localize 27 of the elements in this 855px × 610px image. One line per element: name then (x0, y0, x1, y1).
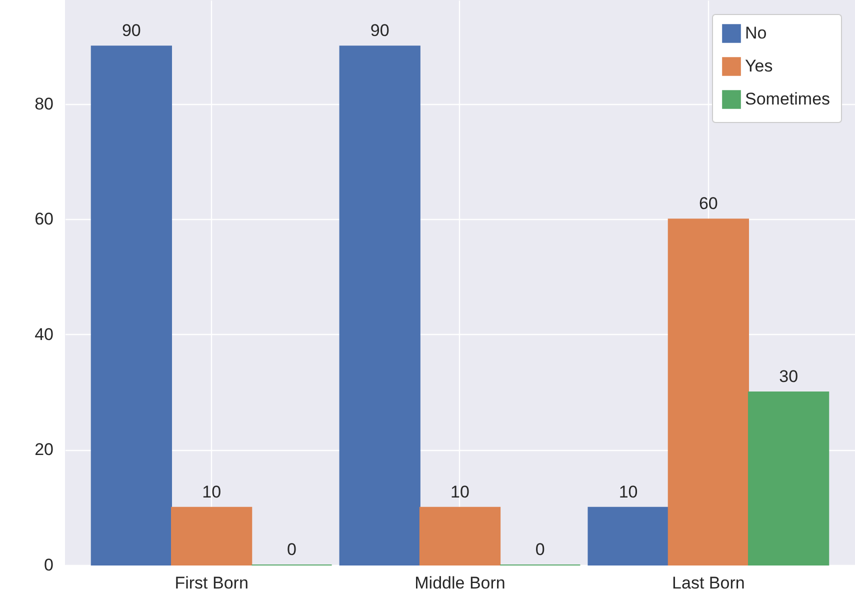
bar (339, 46, 420, 566)
bar (668, 218, 749, 566)
y-tick-label: 80 (34, 94, 54, 114)
data-label: 30 (779, 367, 798, 386)
data-label: 10 (618, 482, 638, 502)
data-label: 10 (450, 482, 470, 502)
data-label: 0 (535, 540, 545, 559)
x-tick-label: Middle Born (414, 574, 506, 592)
x-tick-label: First Born (174, 574, 248, 592)
bar (171, 506, 252, 566)
legend-label: Sometimes (745, 90, 830, 108)
x-tick-label: Last Born (672, 574, 745, 592)
bar (90, 46, 172, 566)
y-tick-label: 40 (34, 324, 54, 344)
y-tick-label: 60 (34, 210, 54, 229)
data-label: 90 (122, 21, 141, 40)
data-label: 60 (698, 194, 718, 214)
y-tick-label: 20 (34, 440, 54, 460)
data-label: 10 (202, 482, 222, 502)
data-label: 90 (370, 21, 390, 40)
legend-label: Yes (745, 56, 773, 76)
y-tick-label: 0 (44, 556, 54, 574)
bar (419, 506, 501, 566)
bar (748, 392, 830, 566)
bar (588, 506, 669, 566)
legend-label: No (745, 24, 767, 42)
data-label: 0 (286, 540, 296, 559)
